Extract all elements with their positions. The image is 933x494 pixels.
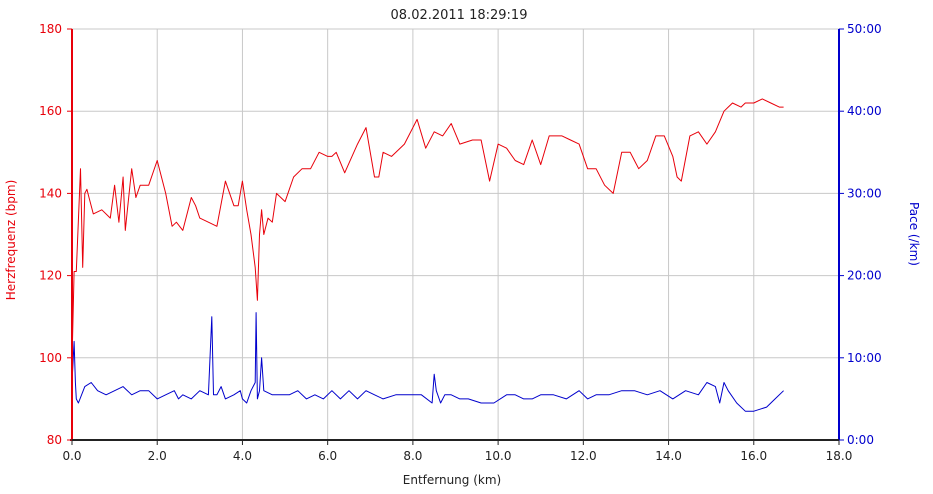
right-tick-label: 10:00 [847,351,882,365]
right-tick-label: 0:00 [847,433,874,447]
plot-background [72,29,839,440]
x-tick-label: 18.0 [826,449,853,463]
x-tick-label: 4.0 [233,449,252,463]
left-tick-label: 100 [39,351,62,365]
x-tick-label: 0.0 [62,449,81,463]
x-axis-label: Entfernung (km) [403,473,501,487]
series-group [71,98,784,412]
chart-title: 08.02.2011 18:29:19 [391,8,528,23]
x-tick-label: 10.0 [485,449,512,463]
x-tick-label: 2.0 [148,449,167,463]
pace-line [71,312,784,412]
left-tick-label: 120 [39,269,62,283]
left-tick-label: 160 [39,104,62,118]
tick-labels: 0.0 2.0 4.0 6.0 8.0 10.0 12.0 14.0 16.0 18.0 80 100… [39,22,882,463]
right-tick-label: 20:00 [847,269,882,283]
right-tick-label: 40:00 [847,104,882,118]
x-tick-label: 16.0 [740,449,767,463]
right-tick-label: 30:00 [847,186,882,200]
x-tick-label: 12.0 [570,449,597,463]
left-tick-label: 80 [47,433,62,447]
left-tick-label: 140 [39,186,62,200]
x-tick-label: 6.0 [318,449,337,463]
x-tick-label: 8.0 [403,449,422,463]
heart-rate-line [71,98,784,362]
right-tick-label: 50:00 [847,22,882,36]
left-axis-label: Herzfrequenz (bpm) [4,180,18,301]
grid [72,28,840,440]
left-tick-label: 180 [39,22,62,36]
right-axis-label: Pace (/km) [907,202,921,266]
x-tick-label: 14.0 [655,449,682,463]
